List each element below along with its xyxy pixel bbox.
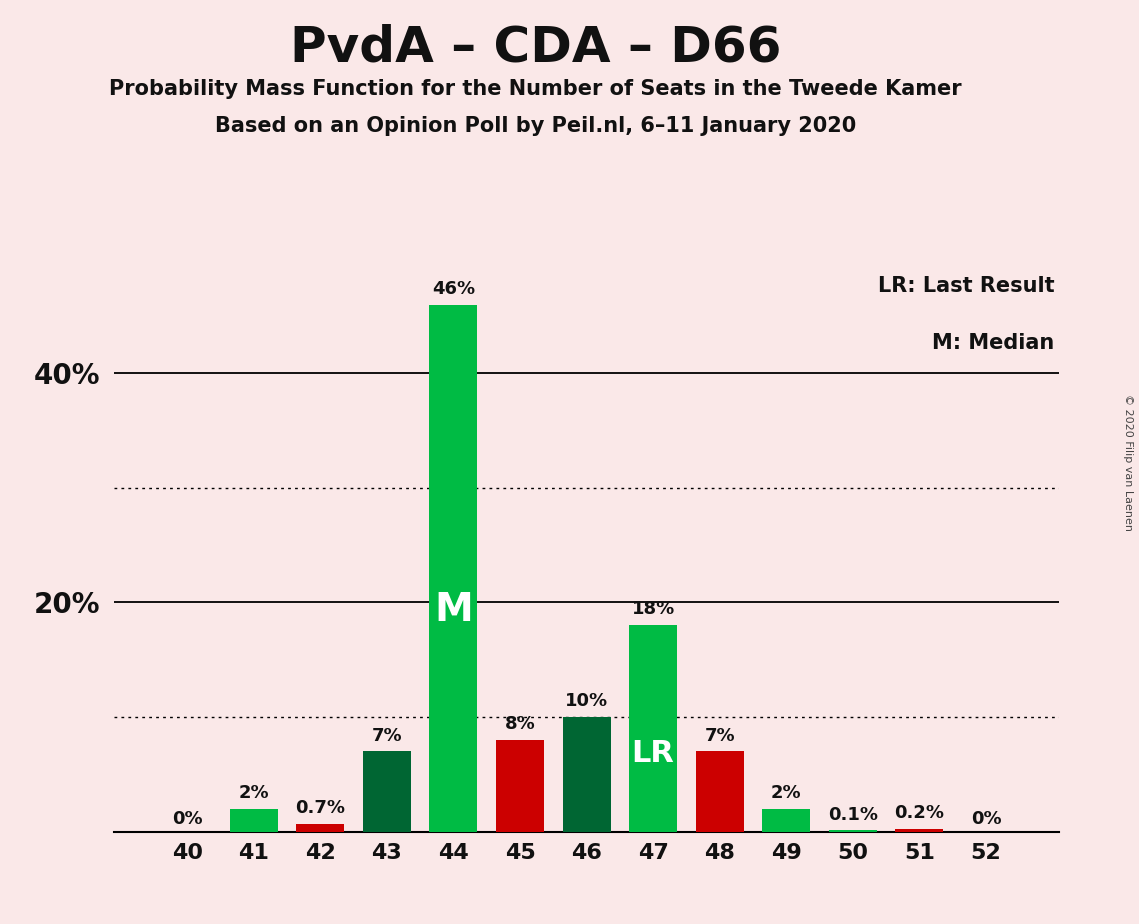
Text: 18%: 18% xyxy=(631,601,674,618)
Text: 0.2%: 0.2% xyxy=(894,805,944,822)
Bar xyxy=(696,751,744,832)
Text: 2%: 2% xyxy=(238,784,269,802)
Text: 10%: 10% xyxy=(565,692,608,711)
Text: 46%: 46% xyxy=(432,280,475,298)
Bar xyxy=(629,626,677,832)
Text: 0%: 0% xyxy=(970,810,1001,828)
Bar xyxy=(762,808,810,832)
Bar xyxy=(829,831,877,832)
Bar xyxy=(497,740,544,832)
Text: © 2020 Filip van Laenen: © 2020 Filip van Laenen xyxy=(1123,394,1133,530)
Text: 2%: 2% xyxy=(771,784,802,802)
Text: 0%: 0% xyxy=(172,810,203,828)
Text: 7%: 7% xyxy=(371,726,402,745)
Bar xyxy=(296,823,344,832)
Text: 7%: 7% xyxy=(704,726,735,745)
Text: M: Median: M: Median xyxy=(933,334,1055,353)
Bar xyxy=(429,305,477,832)
Bar xyxy=(363,751,411,832)
Text: 0.7%: 0.7% xyxy=(295,798,345,817)
Text: Based on an Opinion Poll by Peil.nl, 6–11 January 2020: Based on an Opinion Poll by Peil.nl, 6–1… xyxy=(215,116,855,136)
Bar xyxy=(895,830,943,832)
Text: PvdA – CDA – D66: PvdA – CDA – D66 xyxy=(289,23,781,71)
Text: Probability Mass Function for the Number of Seats in the Tweede Kamer: Probability Mass Function for the Number… xyxy=(109,79,961,99)
Bar xyxy=(230,808,278,832)
Text: 8%: 8% xyxy=(505,715,535,733)
Text: LR: Last Result: LR: Last Result xyxy=(878,276,1055,296)
Text: M: M xyxy=(434,591,473,629)
Text: 0.1%: 0.1% xyxy=(828,806,878,823)
Bar xyxy=(563,717,611,832)
Text: LR: LR xyxy=(632,738,674,768)
